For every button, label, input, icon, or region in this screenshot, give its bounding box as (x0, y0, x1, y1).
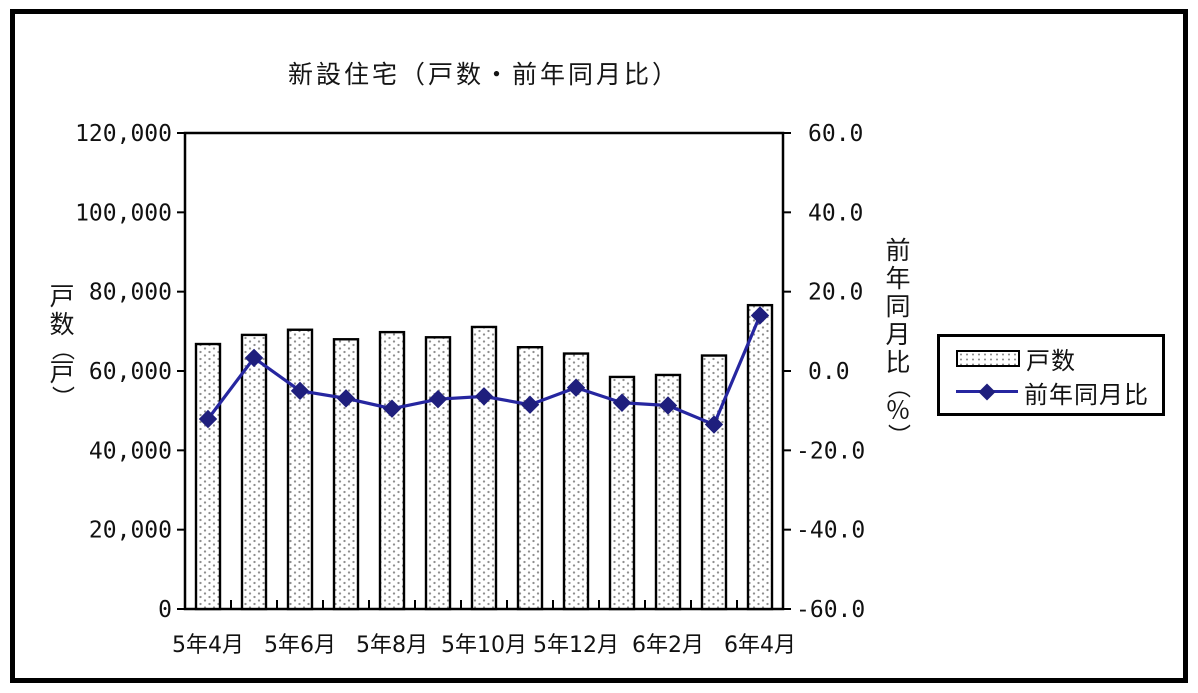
bar-units (608, 375, 636, 611)
yoy-marker (336, 389, 356, 408)
axis-title-char: ） (885, 423, 911, 447)
x-axis-label: 5年8月 (356, 633, 428, 658)
axis-title-char: （ (49, 337, 75, 361)
left-axis-tick-label: 60,000 (89, 359, 172, 385)
legend-label: 戸数 (1026, 346, 1076, 375)
left-axis-tick-label: 0 (158, 597, 172, 623)
axis-title-char: 前 (885, 236, 911, 265)
axis-title-char: 戸 (49, 282, 75, 311)
axis-title-char: 数 (49, 310, 75, 339)
legend-item: 前年同月比 (956, 377, 1158, 409)
axis-title-char: （ (885, 375, 911, 399)
bar-units (470, 325, 498, 611)
yoy-marker (658, 396, 678, 415)
x-axis-label: 6年2月 (632, 633, 704, 658)
axis-title-char: 比 (885, 348, 911, 377)
bar-units (516, 346, 544, 611)
yoy-marker (474, 387, 494, 406)
left-axis-tick-label: 80,000 (89, 280, 172, 306)
bar-units (378, 330, 406, 611)
bar-units (194, 342, 222, 611)
axis-title-char: 年 (885, 264, 911, 293)
yoy-marker (290, 381, 310, 401)
yoy-marker (750, 306, 770, 325)
axis-title-char: 同 (885, 292, 911, 321)
yoy-marker (198, 409, 218, 429)
legend-label: 前年同月比 (1024, 380, 1149, 409)
legend-bar-swatch (956, 349, 1020, 367)
bar-units (424, 336, 452, 611)
left-axis-title: 戸数（戸） (46, 282, 78, 409)
chart-title: 新設住宅（戸数・前年同月比） (287, 60, 680, 89)
yoy-marker (428, 389, 448, 409)
axis-title-char: 戸 (49, 358, 75, 387)
right-axis-tick-label: -20.0 (796, 438, 865, 464)
x-axis-label: 5年4月 (172, 633, 244, 658)
axis-title-char: ％ (885, 396, 911, 425)
right-axis-tick-label: 40.0 (808, 200, 863, 226)
bar-units (286, 328, 314, 611)
bar-units (332, 338, 360, 611)
x-axis-label: 6年4月 (724, 633, 796, 658)
left-axis-tick-label: 120,000 (75, 121, 172, 147)
right-axis-tick-label: 60.0 (808, 121, 863, 147)
bar-units (700, 354, 728, 611)
right-axis-tick-label: 20.0 (808, 280, 863, 306)
right-axis-tick-label: -40.0 (796, 518, 865, 544)
x-axis-label: 5年10月 (441, 633, 527, 658)
x-axis-label: 5年6月 (264, 633, 336, 658)
left-axis-tick-label: 40,000 (89, 438, 172, 464)
yoy-marker (566, 378, 586, 397)
axis-title-char: ） (49, 385, 75, 409)
left-axis-tick-label: 20,000 (89, 518, 172, 544)
x-axis-label: 5年12月 (533, 633, 619, 658)
left-axis-tick-label: 100,000 (75, 200, 172, 226)
bar-units (240, 333, 268, 611)
bar-units (746, 303, 774, 611)
page-border (10, 9, 1188, 683)
yoy-marker (612, 393, 632, 412)
right-axis-tick-label: 0.0 (808, 359, 850, 385)
right-axis-tick-label: -60.0 (796, 597, 865, 623)
legend-diamond-icon (978, 383, 996, 401)
axis-title-char: 月 (885, 320, 911, 349)
legend-line-swatch (956, 383, 1018, 401)
chart-legend: 戸数 前年同月比 (937, 334, 1165, 416)
right-axis-title: 前年同月比（％） (882, 236, 914, 447)
yoy-marker (704, 415, 724, 434)
yoy-marker (244, 348, 264, 368)
yoy-marker (520, 395, 540, 414)
legend-item: 戸数 (956, 343, 1158, 375)
yoy-marker (382, 399, 402, 418)
